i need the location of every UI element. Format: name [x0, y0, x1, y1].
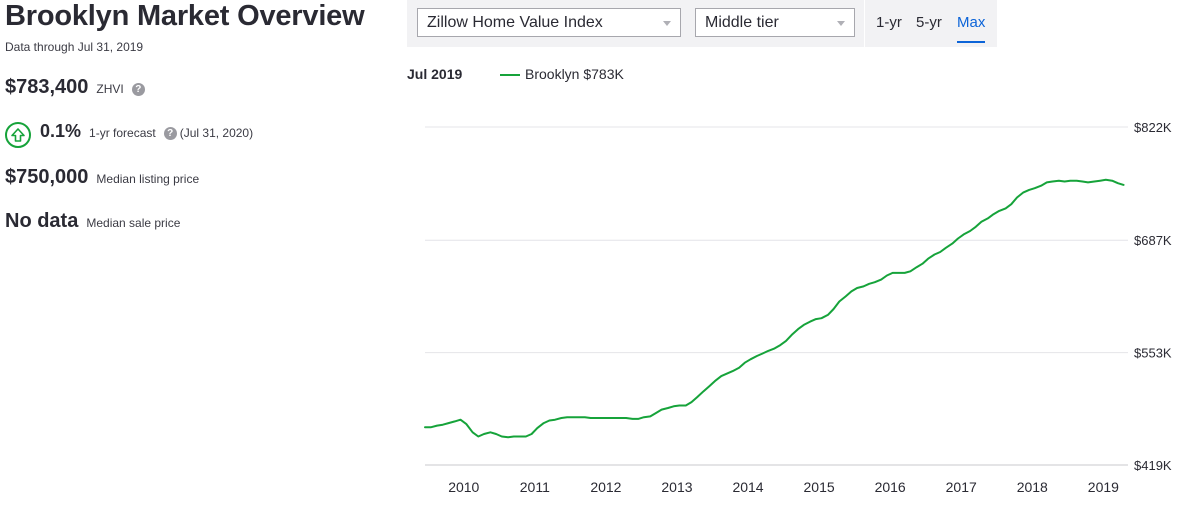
- legend-date: Jul 2019: [407, 66, 463, 82]
- metric-select[interactable]: Zillow Home Value Index: [417, 8, 681, 37]
- x-tick-label: 2014: [732, 479, 763, 495]
- y-tick-label: $687K: [1134, 233, 1172, 248]
- forecast-stat: 0.1% 1-yr forecast ? (Jul 31, 2020): [5, 116, 254, 148]
- listing-stat: $750,000 Median listing price: [5, 166, 199, 189]
- chevron-down-icon: [663, 21, 671, 26]
- x-tick-label: 2016: [875, 479, 906, 495]
- x-tick-label: 2010: [448, 479, 479, 495]
- x-tick-label: 2012: [590, 479, 621, 495]
- legend-swatch: [500, 74, 520, 76]
- listing-value: $750,000: [5, 166, 89, 188]
- help-circle-icon[interactable]: ?: [163, 127, 177, 140]
- x-tick-label: 2017: [946, 479, 977, 495]
- tier-select-value: Middle tier: [705, 14, 779, 31]
- y-tick-label: $822K: [1134, 120, 1172, 135]
- chevron-down-icon: [837, 21, 845, 26]
- help-circle-icon[interactable]: ?: [131, 83, 145, 96]
- x-tick-label: 2011: [520, 479, 550, 495]
- sale-stat: No data Median sale price: [5, 210, 180, 233]
- range-1yr-button[interactable]: 1-yr: [876, 14, 902, 31]
- arrow-up-circle-icon: [5, 122, 31, 148]
- sale-label: Median sale price: [86, 216, 181, 230]
- page-title: Brooklyn Market Overview: [5, 0, 365, 32]
- x-tick-label: 2018: [1017, 479, 1048, 495]
- tier-select[interactable]: Middle tier: [695, 8, 855, 37]
- x-tick-label: 2019: [1088, 479, 1119, 495]
- listing-label: Median listing price: [96, 172, 200, 186]
- toolbar-divider: [864, 0, 865, 47]
- zhvi-label: ZHVI: [96, 82, 124, 96]
- forecast-label: 1-yr forecast: [89, 126, 156, 140]
- x-tick-label: 2015: [804, 479, 835, 495]
- legend-series-label: Brooklyn $783K: [525, 66, 624, 82]
- zhvi-stat: $783,400 ZHVI ?: [5, 76, 145, 99]
- y-tick-label: $553K: [1134, 346, 1172, 361]
- series-line-brooklyn: [424, 178, 1125, 439]
- x-tick-label: 2013: [661, 479, 692, 495]
- sale-value: No data: [5, 210, 79, 232]
- forecast-date: (Jul 31, 2020): [179, 126, 254, 140]
- forecast-value: 0.1%: [40, 121, 82, 141]
- y-tick-label: $419K: [1134, 458, 1172, 473]
- range-5yr-button[interactable]: 5-yr: [916, 14, 942, 31]
- range-max-button[interactable]: Max: [957, 14, 986, 43]
- metric-select-value: Zillow Home Value Index: [427, 14, 603, 31]
- chart-toolbar: Zillow Home Value Index Middle tier: [407, 0, 997, 47]
- data-through-text: Data through Jul 31, 2019: [5, 40, 144, 54]
- zhvi-value: $783,400: [5, 76, 89, 98]
